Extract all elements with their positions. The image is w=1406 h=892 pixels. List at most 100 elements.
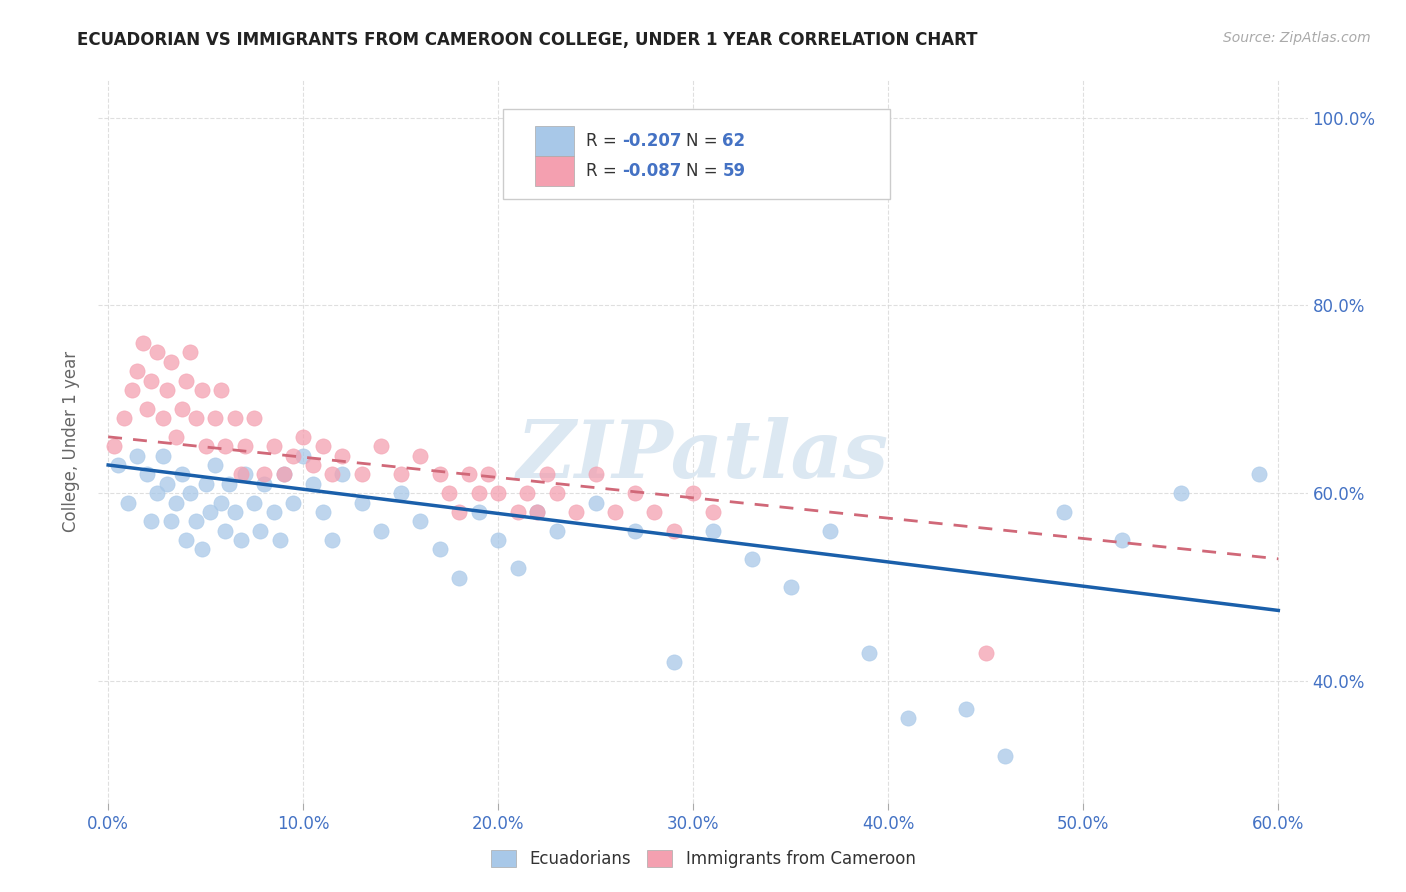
Point: [779, 580, 801, 594]
Point: [233, 439, 256, 453]
Point: [283, 495, 305, 509]
Point: [350, 467, 373, 482]
Point: [330, 449, 353, 463]
Text: 59: 59: [723, 162, 745, 180]
Point: [409, 449, 432, 463]
FancyBboxPatch shape: [503, 109, 890, 200]
Point: [897, 711, 920, 725]
Point: [127, 449, 149, 463]
Point: [321, 533, 343, 547]
Point: [233, 467, 256, 482]
FancyBboxPatch shape: [534, 156, 574, 186]
Point: [172, 467, 194, 482]
Point: [389, 467, 412, 482]
Point: [302, 476, 325, 491]
Point: [191, 542, 214, 557]
Point: [194, 476, 217, 491]
Point: [165, 430, 187, 444]
Point: [486, 533, 509, 547]
Point: [429, 542, 451, 557]
Text: -0.087: -0.087: [621, 162, 682, 180]
Point: [585, 467, 607, 482]
Point: [486, 486, 509, 500]
Point: [249, 524, 271, 538]
Point: [292, 430, 315, 444]
Point: [546, 486, 568, 500]
Point: [605, 505, 627, 519]
Point: [702, 505, 724, 519]
Point: [273, 467, 295, 482]
Point: [214, 439, 236, 453]
Point: [467, 486, 489, 500]
Point: [117, 495, 139, 509]
Point: [818, 524, 841, 538]
Point: [623, 486, 645, 500]
Point: [302, 458, 325, 472]
Point: [156, 383, 179, 397]
Point: [179, 486, 201, 500]
Point: [273, 467, 295, 482]
Point: [682, 486, 704, 500]
Point: [204, 411, 226, 425]
Text: 62: 62: [723, 132, 745, 150]
Point: [292, 449, 315, 463]
Point: [103, 439, 125, 453]
Point: [565, 505, 588, 519]
Point: [243, 411, 266, 425]
Point: [224, 411, 246, 425]
Point: [312, 439, 335, 453]
Point: [662, 524, 685, 538]
Point: [253, 467, 276, 482]
Point: [546, 524, 568, 538]
Point: [370, 524, 392, 538]
Point: [439, 486, 461, 500]
Point: [526, 505, 548, 519]
Point: [218, 476, 240, 491]
Point: [107, 458, 129, 472]
Point: [139, 514, 162, 528]
Point: [741, 551, 763, 566]
Point: [643, 505, 665, 519]
Point: [159, 514, 181, 528]
Point: [1170, 486, 1192, 500]
Point: [994, 748, 1017, 763]
Point: [955, 702, 977, 716]
Point: [623, 524, 645, 538]
Text: Source: ZipAtlas.com: Source: ZipAtlas.com: [1223, 31, 1371, 45]
Point: [516, 486, 538, 500]
Point: [253, 476, 276, 491]
Point: [1247, 467, 1270, 482]
Point: [165, 495, 187, 509]
Point: [449, 571, 471, 585]
Point: [449, 505, 471, 519]
Point: [174, 533, 197, 547]
Point: [139, 374, 162, 388]
Point: [458, 467, 481, 482]
Point: [662, 655, 685, 669]
Point: [1053, 505, 1076, 519]
Point: [283, 449, 305, 463]
Point: [409, 514, 432, 528]
Point: [214, 524, 236, 538]
Point: [194, 439, 217, 453]
Point: [174, 374, 197, 388]
Point: [702, 524, 724, 538]
Point: [198, 505, 221, 519]
Text: N =: N =: [686, 132, 723, 150]
Point: [269, 533, 291, 547]
Text: R =: R =: [586, 132, 621, 150]
Point: [1111, 533, 1133, 547]
Point: [159, 355, 181, 369]
Text: ZIPatlas: ZIPatlas: [517, 417, 889, 495]
Point: [526, 505, 548, 519]
Point: [858, 646, 880, 660]
Point: [229, 467, 252, 482]
Point: [132, 336, 155, 351]
Point: [152, 411, 174, 425]
Point: [467, 505, 489, 519]
Point: [127, 364, 149, 378]
Point: [312, 505, 335, 519]
Text: R =: R =: [586, 162, 621, 180]
Point: [585, 495, 607, 509]
Point: [152, 449, 174, 463]
